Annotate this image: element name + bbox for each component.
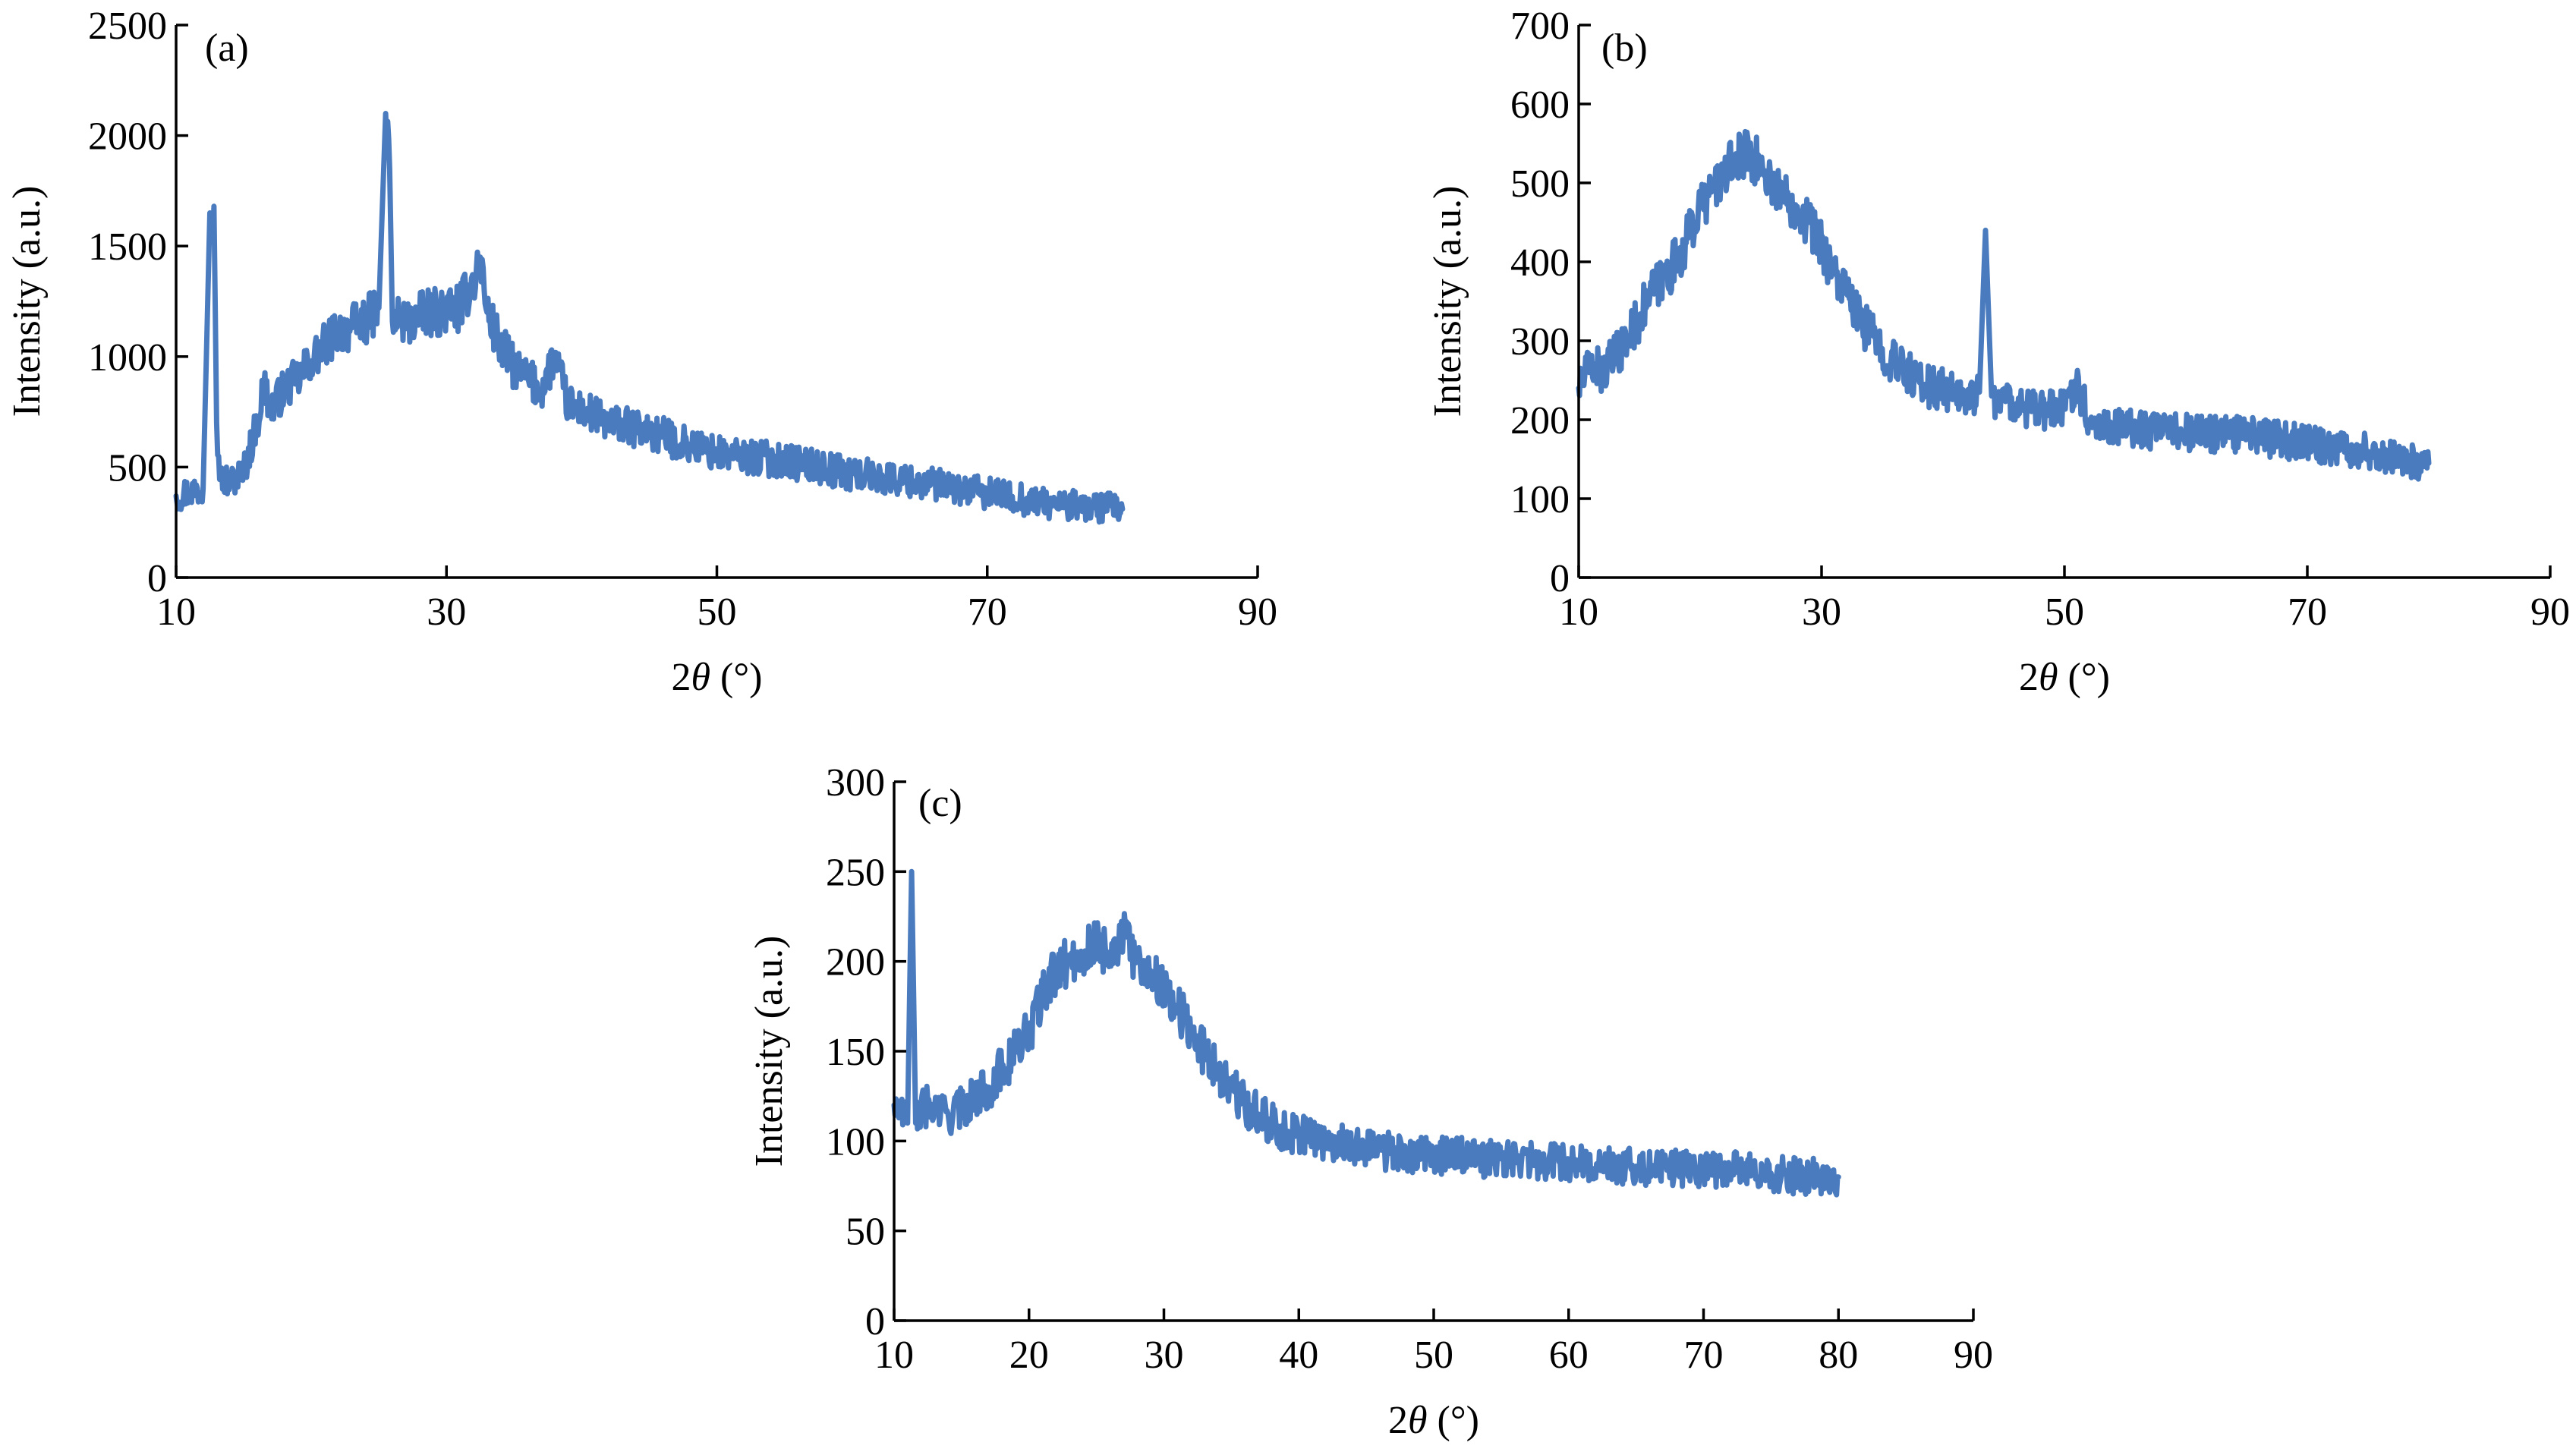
y-tick-label: 700 [1510, 5, 1570, 48]
y-tick-label: 50 [846, 1211, 885, 1254]
x-tick-label: 70 [1684, 1334, 1724, 1377]
x-axis-title: 2θ (°) [2019, 656, 2110, 699]
y-tick-label: 100 [1510, 478, 1570, 521]
y-tick-label: 200 [1510, 399, 1570, 442]
x-tick-label: 30 [427, 591, 466, 634]
x-tick-label: 50 [1414, 1334, 1453, 1377]
y-tick-label: 500 [108, 446, 167, 490]
x-tick-label: 50 [698, 591, 737, 634]
y-axis-title: Intensity (a.u.) [5, 186, 49, 417]
y-tick-label: 1500 [88, 225, 167, 269]
panel-label: (a) [205, 27, 249, 70]
x-tick-label: 10 [874, 1334, 914, 1377]
y-tick-label: 0 [865, 1300, 885, 1343]
xrd-series-line [1576, 128, 2432, 482]
x-tick-label: 10 [1559, 591, 1598, 634]
y-tick-label: 200 [826, 941, 885, 984]
x-axis-title: 2θ (°) [1388, 1399, 1479, 1442]
xrd-series-line [891, 868, 1841, 1198]
panel-label: (c) [918, 782, 962, 825]
y-tick-label: 250 [826, 851, 885, 894]
y-tick-label: 2000 [88, 115, 167, 159]
x-tick-label: 30 [1145, 1334, 1184, 1377]
y-tick-label: 0 [1550, 557, 1570, 600]
y-tick-label: 0 [147, 557, 167, 600]
x-tick-label: 60 [1549, 1334, 1589, 1377]
panel-label: (b) [1601, 27, 1648, 70]
x-tick-label: 70 [968, 591, 1007, 634]
x-tick-label: 70 [2288, 591, 2327, 634]
y-tick-label: 300 [826, 761, 885, 805]
x-tick-label: 90 [2530, 591, 2570, 634]
y-tick-label: 300 [1510, 320, 1570, 364]
x-tick-label: 90 [1954, 1334, 1993, 1377]
panel-b-chart: 10 30 50 70 90 0 100 200 300 400 500 600 700 2θ (°) In… [1426, 5, 2570, 699]
y-axis-title: Intensity (a.u.) [748, 936, 791, 1167]
panel-c-chart: 10 20 30 40 50 60 70 80 90 0 50 100 150 200 250 300 2θ (… [748, 761, 1993, 1442]
y-axis-title: Intensity (a.u.) [1426, 186, 1469, 417]
y-tick-label: 2500 [88, 5, 167, 48]
x-tick-label: 80 [1819, 1334, 1858, 1377]
panel-a-chart: 10 30 50 70 90 0 500 1000 1500 2000 2500 2θ (°) Inte… [5, 5, 1277, 699]
y-tick-label: 400 [1510, 241, 1570, 285]
x-tick-label: 10 [156, 591, 196, 634]
x-tick-label: 30 [1802, 591, 1841, 634]
y-tick-label: 500 [1510, 162, 1570, 206]
x-tick-label: 40 [1279, 1334, 1318, 1377]
y-tick-label: 150 [826, 1031, 885, 1074]
y-tick-label: 1000 [88, 336, 167, 379]
y-tick-label: 600 [1510, 83, 1570, 127]
y-tick-label: 100 [826, 1120, 885, 1164]
x-tick-label: 90 [1238, 591, 1277, 634]
xrd-series-line [173, 111, 1126, 525]
x-tick-label: 20 [1009, 1334, 1049, 1377]
x-axis-title: 2θ (°) [672, 656, 763, 699]
x-tick-label: 50 [2045, 591, 2084, 634]
